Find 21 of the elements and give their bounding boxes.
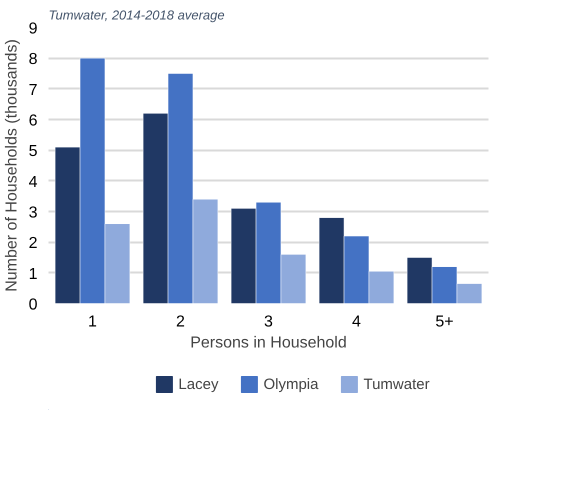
x-tick-label: 1: [88, 314, 98, 330]
x-tick-label: 3: [264, 314, 274, 330]
y-tick-label: 0: [28, 296, 38, 314]
y-tick-label: 3: [28, 204, 38, 222]
y-axis-title: Number of Households (thousands): [4, 39, 21, 292]
y-tick-label: 9: [28, 20, 38, 38]
y-tick-label: 6: [28, 112, 38, 130]
legend-label: Lacey: [178, 376, 218, 392]
y-tick-label: 8: [28, 51, 38, 68]
y-tick-label: 5: [28, 143, 38, 160]
y-tick-label: 2: [28, 235, 38, 252]
y-tick-label: 7: [28, 82, 38, 99]
x-tick-label: 2: [176, 314, 186, 330]
chart-title: Tumwater, 2014-2018 average: [48, 8, 225, 22]
x-axis-title: Persons in Household: [190, 334, 347, 352]
legend-label: Tumwater: [363, 376, 430, 392]
x-tick-label: 4: [352, 314, 362, 330]
legend-label: Olympia: [263, 376, 318, 392]
x-tick-label: 5+: [435, 314, 454, 330]
y-tick-label: 1: [28, 266, 38, 283]
y-tick-label: 4: [28, 174, 38, 191]
